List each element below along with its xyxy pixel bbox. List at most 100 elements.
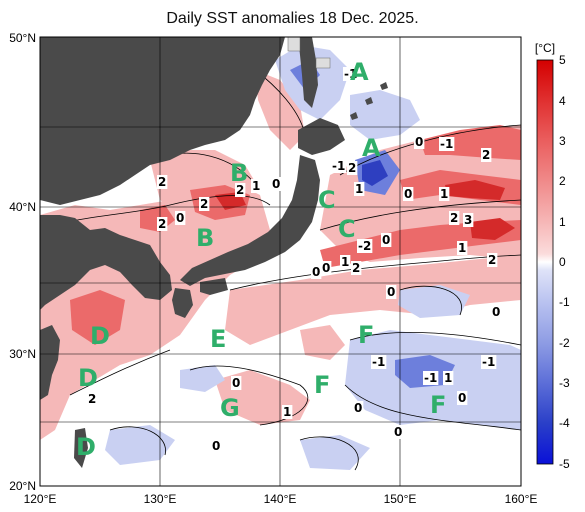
region-label-f: F (358, 321, 374, 349)
contour-label: 2 (200, 197, 208, 211)
y-tick-label: 30°N (9, 347, 36, 361)
contour-label: 1 (440, 187, 448, 201)
contour-label-background (231, 376, 242, 390)
contour-label: 1 (252, 179, 260, 193)
x-tick-label: 160°E (505, 492, 538, 506)
region-label-d: D (78, 364, 98, 392)
colorbar-tick: 2 (559, 174, 566, 188)
contour-label-background (371, 355, 387, 369)
contour-label: 1 (341, 255, 349, 269)
colorbar-tick: -1 (559, 295, 570, 309)
contour-label: -1 (440, 137, 453, 151)
strong-warm-anomaly-regions (70, 125, 521, 345)
contour-label: 0 (492, 305, 500, 319)
colorbar-tick: -2 (559, 336, 570, 350)
contour-label-background (354, 182, 365, 196)
contour-label: -2 (358, 239, 371, 253)
contour-label-background (157, 217, 168, 231)
contour-label-background (443, 371, 454, 385)
colorbar-tick: -5 (559, 457, 570, 471)
region-labels: A A B B C C D D D E F F F G (76, 58, 446, 461)
contour-label-background (199, 197, 210, 211)
contour-label-background (439, 137, 455, 151)
colorbar-tick: 0 (559, 255, 566, 269)
land-masses (40, 37, 388, 468)
contour-label: 0 (312, 265, 320, 279)
contour-label: 0 (415, 135, 423, 149)
contour-label-background (491, 305, 502, 319)
contour-label-background (353, 401, 364, 415)
contour-label-background (331, 159, 347, 173)
region-label-f: F (314, 371, 330, 399)
region-label-b: B (196, 224, 214, 252)
contour-label: 2 (158, 175, 166, 189)
contour-label: 0 (176, 211, 184, 225)
contour-label-background (211, 439, 222, 453)
contour-label: -1 (332, 159, 345, 173)
region-label-c: C (338, 215, 356, 243)
contour-label: 0 (272, 177, 280, 191)
contour-label-background (321, 261, 332, 275)
contour-label: 2 (482, 148, 490, 162)
contour-label: 0 (232, 376, 240, 390)
x-tick-label: 140°E (264, 492, 297, 506)
contour-label: 0 (404, 187, 412, 201)
contour-label-background (381, 233, 392, 247)
contour-label-background (414, 135, 425, 149)
region-label-d: D (76, 433, 96, 461)
contour-label: 2 (88, 392, 96, 406)
contour-label-background (393, 425, 404, 439)
map-frame (39, 36, 522, 487)
contour-label: 2 (488, 253, 496, 267)
contour-label-background (271, 177, 282, 191)
colorbar-tick: -3 (559, 376, 570, 390)
map-area (40, 37, 521, 486)
contour-label: 1 (458, 241, 466, 255)
contour-label: 1 (283, 405, 291, 419)
x-tick-label: 150°E (384, 492, 417, 506)
contour-label-background (449, 211, 460, 225)
colorbar-tick: -4 (559, 416, 570, 430)
contour-label-background (457, 391, 468, 405)
contour-label-background (439, 187, 450, 201)
contour-label-background (157, 175, 168, 189)
region-label-c: C (318, 186, 336, 214)
contour-label-background (282, 405, 293, 419)
contour-value-labels: -1 2 -1 2 2 1 0 2 0 2 1 0 2 -1 1 0 0 2 3… (87, 67, 502, 453)
colorbar-tick: 1 (559, 215, 566, 229)
colorbar-tick: 5 (559, 53, 566, 67)
contour-label-background (347, 161, 358, 175)
colorbar-tick: 4 (559, 94, 566, 108)
contour-label: 0 (394, 425, 402, 439)
contour-label: -1 (344, 67, 357, 81)
contour-label-background (311, 265, 322, 279)
contour-label-background (481, 148, 492, 162)
contour-label-background (481, 355, 497, 369)
y-tick-label: 20°N (9, 479, 36, 493)
y-tick-label: 40°N (9, 200, 36, 214)
map-title: Daily SST anomalies 18 Dec. 2025. (166, 10, 419, 27)
region-label-g: G (220, 394, 240, 422)
contour-label-background (351, 261, 362, 275)
contour-label-background (357, 239, 373, 253)
y-axis-labels: 50°N 40°N 30°N 20°N (9, 31, 36, 493)
contour-label: 0 (387, 285, 395, 299)
contour-label: -1 (424, 371, 437, 385)
contour-label: -1 (482, 355, 495, 369)
contour-label-background (251, 179, 262, 193)
contour-label: 2 (348, 161, 356, 175)
x-tick-label: 130°E (144, 492, 177, 506)
region-label-b: B (230, 159, 248, 187)
contour-label: 2 (352, 261, 360, 275)
x-tick-label: 120°E (24, 492, 57, 506)
region-label-a: A (362, 134, 381, 162)
region-label-f: F (430, 391, 446, 419)
contour-label: 1 (444, 371, 452, 385)
contour-label-background (175, 211, 186, 225)
y-tick-label: 50°N (9, 31, 36, 45)
x-axis-labels: 120°E 130°E 140°E 150°E 160°E (24, 492, 538, 506)
contour-label: 0 (458, 391, 466, 405)
contour-label: 1 (355, 182, 363, 196)
colorbar-tick: 3 (559, 134, 566, 148)
